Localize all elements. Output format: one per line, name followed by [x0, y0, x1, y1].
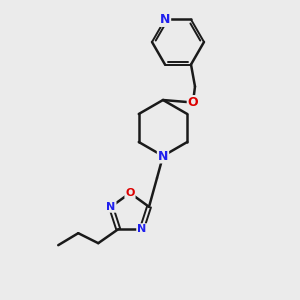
Text: N: N [158, 149, 168, 163]
Text: N: N [160, 13, 170, 26]
Text: O: O [188, 96, 198, 109]
Text: O: O [125, 188, 135, 198]
Text: N: N [137, 224, 146, 234]
Text: N: N [106, 202, 116, 212]
